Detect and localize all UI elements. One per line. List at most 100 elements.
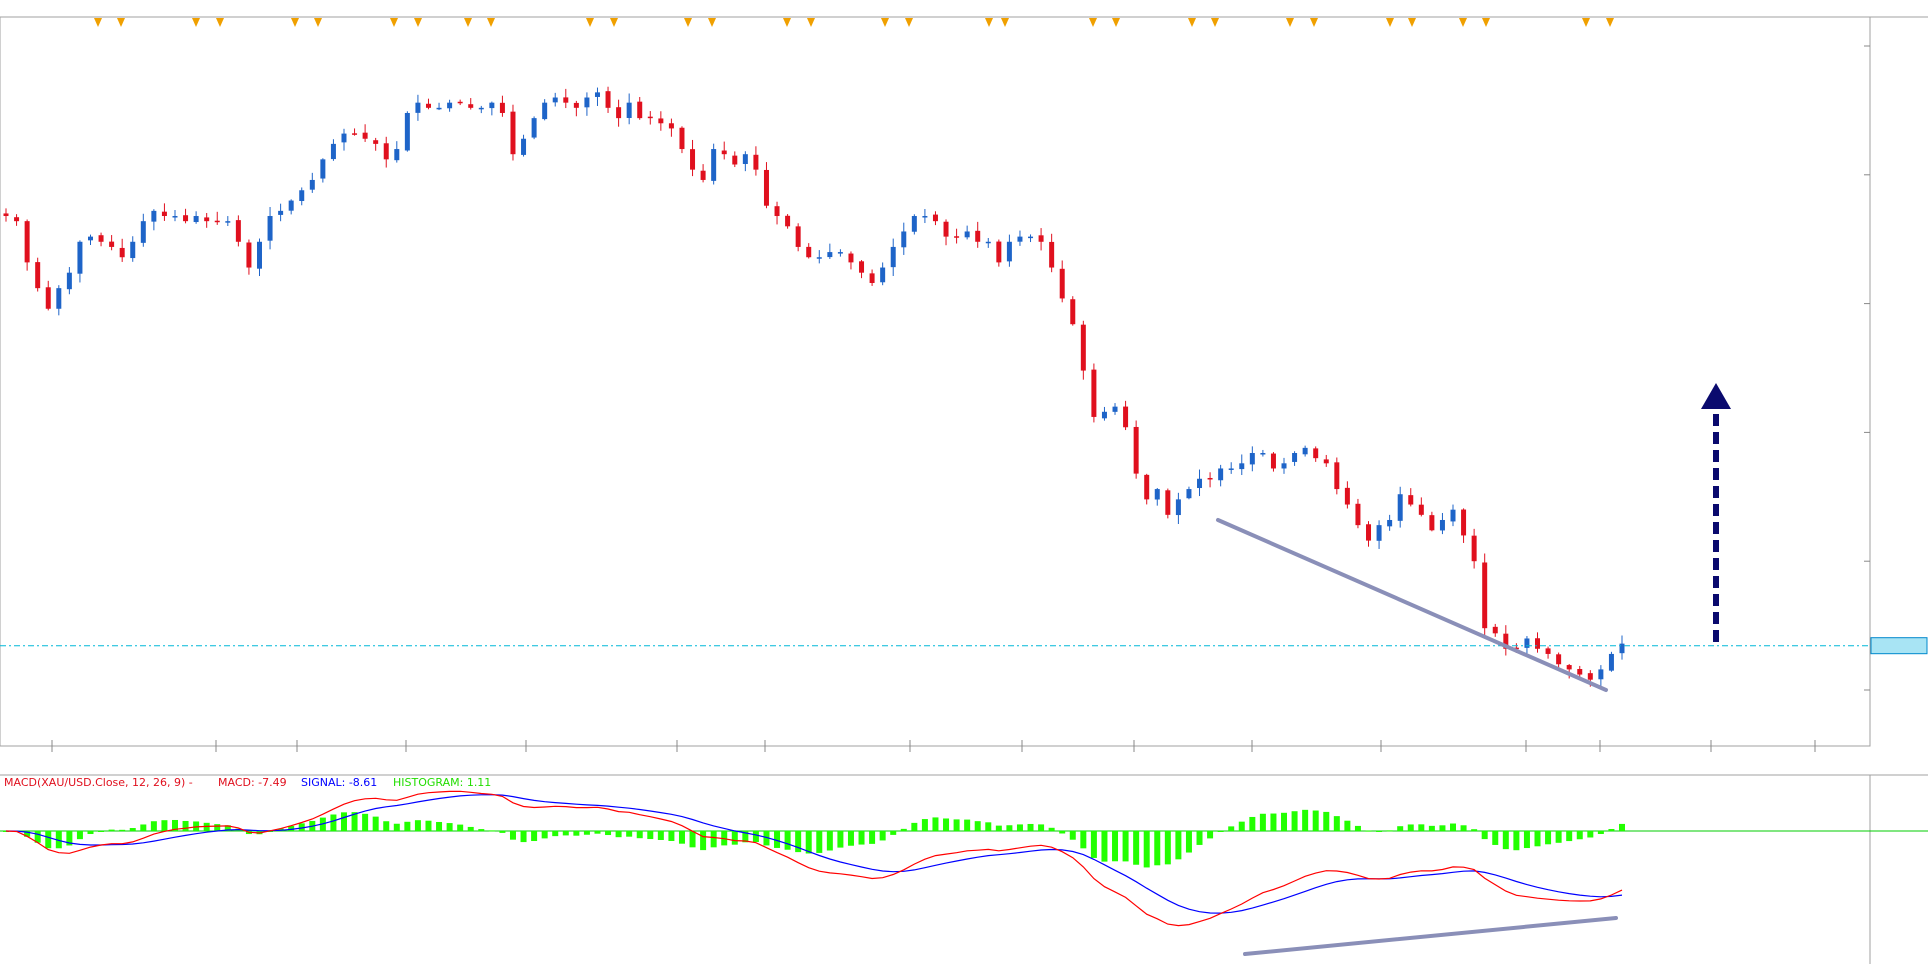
macd-histogram-bar: [1407, 824, 1414, 831]
candle-body: [859, 261, 865, 273]
macd-title: MACD(XAU/USD.Close, 12, 26, 9) -: [4, 776, 193, 789]
macd-histogram-bar: [1228, 826, 1235, 831]
signal-line: [5, 794, 1623, 914]
macd-histogram-bar: [182, 820, 189, 831]
candle-body: [637, 101, 643, 119]
candle-body: [795, 226, 801, 247]
candle-body: [975, 230, 981, 242]
macd-histogram-bar: [1481, 831, 1488, 840]
macd-histogram-bar: [1428, 825, 1435, 831]
macd-histogram-bar: [383, 821, 390, 831]
candle-body: [1450, 509, 1456, 522]
macd-histogram-bar: [1555, 831, 1562, 843]
candle-body: [848, 253, 854, 263]
macd-histogram-bar: [1386, 830, 1393, 832]
candle-body: [658, 118, 664, 124]
macd-histogram-bar: [1502, 831, 1509, 850]
date-tick-marker: [291, 18, 299, 27]
candle-body: [499, 102, 505, 113]
candle-body: [341, 133, 347, 143]
macd-histogram-bar: [1302, 809, 1309, 831]
macd-histogram-bar: [404, 821, 411, 831]
macd-histogram-bar: [1439, 825, 1446, 831]
candle-body: [299, 190, 305, 202]
macd-histogram-bar: [594, 831, 601, 834]
macd-histogram-bar: [1376, 831, 1383, 832]
candle-body: [1101, 411, 1107, 419]
candle-body: [510, 111, 516, 155]
date-tick-marker: [1188, 18, 1196, 27]
macd-histogram-bar: [1122, 831, 1129, 862]
macd-histogram-bar: [573, 831, 580, 836]
candle-body: [964, 231, 970, 238]
candle-body: [98, 235, 104, 242]
candle-body: [394, 149, 400, 161]
candle-body: [880, 267, 886, 283]
macd-histogram-bar: [562, 831, 569, 836]
candle-body: [1218, 468, 1224, 481]
macd-histogram-bar: [288, 825, 295, 831]
macd-histogram-bar: [119, 829, 126, 831]
macd-histogram-bar: [636, 831, 643, 839]
macd-histogram-bar: [1164, 831, 1171, 865]
candle-body: [954, 236, 960, 238]
date-tick-marker: [1089, 18, 1097, 27]
candle-body: [1397, 494, 1403, 521]
candle-body: [806, 246, 812, 258]
candle-body: [478, 107, 484, 110]
macd-histogram-bar: [932, 817, 939, 831]
macd-line: [5, 790, 1623, 927]
date-tick-marker: [117, 18, 125, 27]
candle-body: [901, 231, 907, 248]
date-tick-marker: [586, 18, 594, 27]
macd-histogram-bar: [55, 831, 62, 849]
macd-histogram-bar: [436, 821, 443, 831]
candle-body: [1355, 503, 1361, 526]
macd-histogram-bar: [87, 831, 94, 835]
candle-body: [1545, 648, 1551, 654]
candle-body: [436, 107, 442, 110]
candle-body: [1165, 490, 1171, 515]
candle-body: [1439, 519, 1445, 531]
macd-histogram-bar: [1450, 823, 1457, 831]
macd-histogram-bar: [647, 831, 654, 840]
macd-histogram-bar: [1333, 816, 1340, 831]
macd-histogram-bar: [742, 831, 749, 843]
candle-body: [1344, 487, 1350, 505]
candle-body: [225, 221, 231, 223]
macd-histogram-bar: [457, 824, 464, 831]
macd-histogram-bar: [1059, 831, 1066, 834]
candle-body: [1028, 236, 1034, 239]
candle-body: [77, 241, 83, 274]
date-tick-marker: [1001, 18, 1009, 27]
macd-histogram-bar: [1238, 821, 1245, 831]
macd-histogram-bar: [1312, 810, 1319, 831]
macd-histogram-bar: [1365, 830, 1372, 832]
macd-histogram-bar: [541, 831, 548, 839]
candle-body: [457, 101, 463, 104]
last-price-tag: [1870, 637, 1928, 655]
date-tick-marker: [684, 18, 692, 27]
macd-histogram-bar: [1185, 831, 1192, 853]
macd-histogram-bar: [1196, 831, 1203, 845]
macd-histogram-bar: [1513, 831, 1520, 851]
macd-histogram-bar: [1048, 827, 1055, 831]
macd-histogram-bar: [467, 826, 474, 831]
macd-histogram-bar: [1006, 825, 1013, 831]
candle-body: [753, 154, 759, 170]
candle-body: [468, 104, 474, 108]
macd-histogram-bar: [953, 819, 960, 831]
candle-body: [679, 127, 685, 150]
macd-histogram-bar: [1143, 831, 1150, 868]
date-tick-marker: [1286, 18, 1294, 27]
candle-body: [415, 102, 421, 113]
candle-body: [56, 288, 62, 309]
candle-body: [1323, 459, 1329, 464]
macd-histogram-bar: [1207, 831, 1214, 839]
macd-histogram-bar: [1016, 824, 1023, 831]
macd-histogram-bar: [921, 819, 928, 831]
candle-body: [605, 91, 611, 108]
candle-body: [1461, 509, 1467, 536]
candle-body: [14, 217, 20, 222]
candle-body: [1292, 453, 1298, 462]
